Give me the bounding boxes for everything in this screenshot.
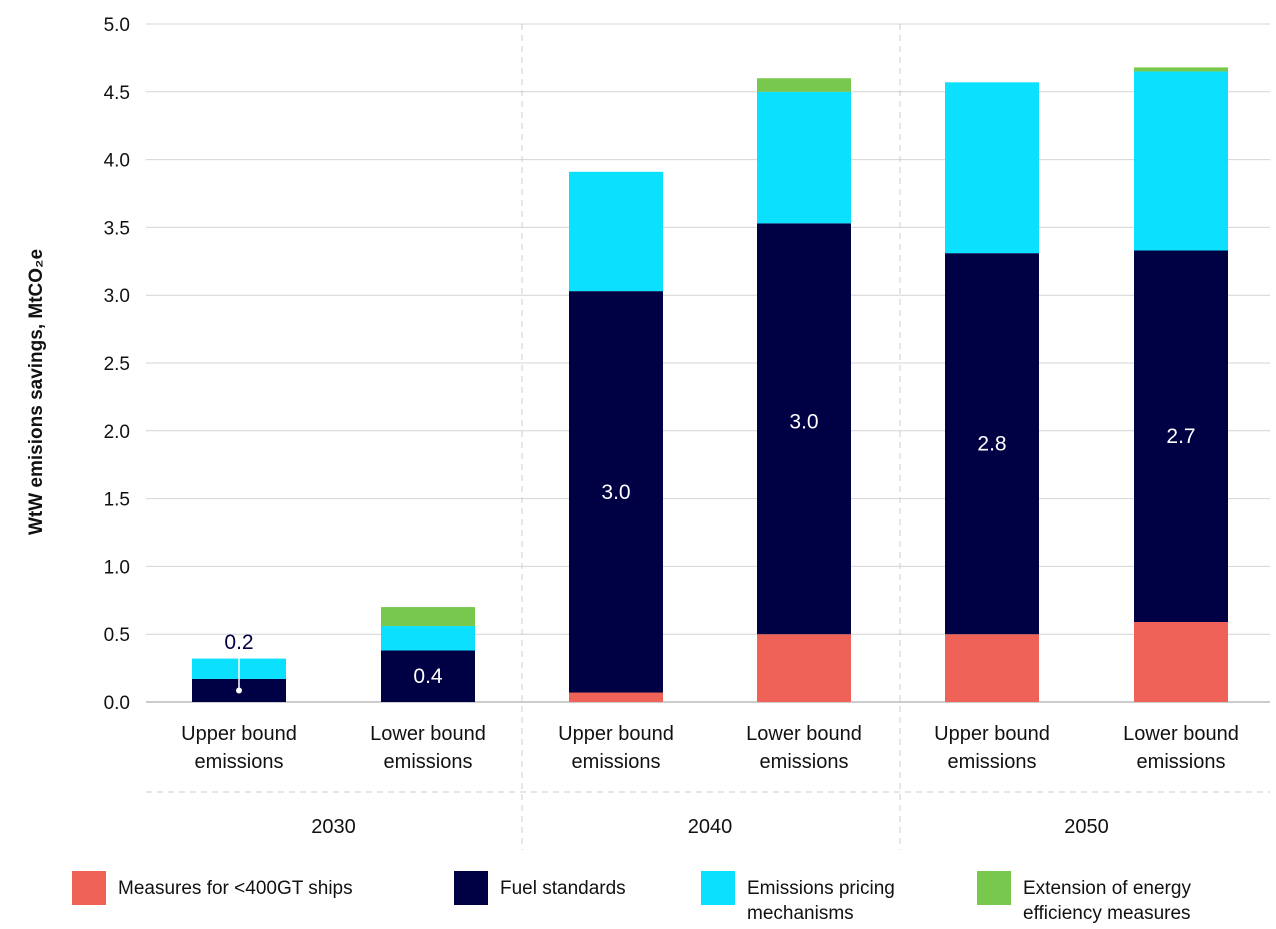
- x-group-label: 2030: [311, 816, 356, 838]
- data-label: 3.0: [601, 481, 630, 504]
- bar-segment: [945, 82, 1039, 254]
- legend-swatch: [454, 871, 488, 905]
- y-tick-label: 4.0: [104, 151, 130, 172]
- legend-label: Emissions pricing: [747, 878, 895, 899]
- legend-swatch: [701, 871, 735, 905]
- y-tick-label: 2.5: [104, 354, 130, 375]
- data-label: 2.7: [1166, 425, 1195, 448]
- legend-swatch: [72, 871, 106, 905]
- x-category-label: Upper bound: [934, 723, 1050, 745]
- y-tick-label: 3.0: [104, 286, 130, 307]
- x-category-label: emissions: [195, 751, 284, 773]
- x-category-label: emissions: [1137, 751, 1226, 773]
- x-category-label: Upper bound: [558, 723, 674, 745]
- bar-segment: [945, 253, 1039, 635]
- data-label: 3.0: [789, 410, 818, 433]
- data-labels: 0.2 0.4 3.0 3.0 2.8 2.7: [224, 410, 1196, 694]
- bar-segment: [381, 626, 475, 651]
- bar-segment: [1134, 621, 1228, 702]
- y-tick-label: 3.5: [104, 218, 130, 239]
- x-category-label: emissions: [572, 751, 661, 773]
- y-tick-label: 0.5: [104, 625, 130, 646]
- y-tick-label: 2.0: [104, 422, 130, 443]
- x-axis-categories: Upper bound emissions Lower bound emissions…: [181, 723, 1239, 773]
- x-category-label: emissions: [948, 751, 1037, 773]
- bar-segment: [569, 291, 663, 693]
- bar-segment: [945, 634, 1039, 702]
- bar-segment: [381, 650, 475, 702]
- x-category-label: Upper bound: [181, 723, 297, 745]
- bar-segment: [757, 78, 851, 92]
- label-leader-dot: [236, 687, 242, 694]
- y-tick-label: 1.5: [104, 490, 130, 511]
- x-category-label: emissions: [384, 751, 473, 773]
- y-axis-ticks: 0.0 0.5 1.0 1.5 2.0 2.5 3.0 3.5 4.0 4.5 5.0: [104, 15, 130, 714]
- bar-segment: [381, 607, 475, 627]
- data-label: 0.2: [224, 631, 253, 654]
- x-category-label: Lower bound: [1123, 723, 1239, 745]
- legend-label: Fuel standards: [500, 878, 626, 899]
- bar-segment: [757, 223, 851, 635]
- x-axis-groups: 2030 2040 2050: [311, 816, 1109, 838]
- bar-segment: [569, 171, 663, 292]
- bar-segment: [1134, 250, 1228, 622]
- x-category-label: Lower bound: [370, 723, 486, 745]
- legend-swatch: [977, 871, 1011, 905]
- x-category-label: Lower bound: [746, 723, 862, 745]
- y-tick-label: 0.0: [104, 693, 130, 714]
- bar-stacks: [192, 67, 1228, 702]
- legend-label: mechanisms: [747, 903, 854, 924]
- legend-label: Extension of energy: [1023, 878, 1191, 899]
- y-tick-label: 1.0: [104, 557, 130, 578]
- data-label: 0.4: [413, 665, 443, 688]
- group-separators: [146, 24, 1270, 850]
- bar-segment: [757, 91, 851, 224]
- bar-segment: [1134, 71, 1228, 251]
- data-label: 2.8: [977, 433, 1006, 456]
- bar-segment: [757, 634, 851, 702]
- grid-lines: [146, 23, 1270, 703]
- x-category-label: emissions: [760, 751, 849, 773]
- y-tick-label: 4.5: [104, 83, 130, 104]
- bar-segment: [569, 692, 663, 702]
- legend-label: efficiency measures: [1023, 903, 1191, 924]
- x-group-label: 2050: [1064, 816, 1109, 838]
- legend-label: Measures for <400GT ships: [118, 878, 353, 899]
- x-group-label: 2040: [688, 816, 733, 838]
- y-tick-label: 5.0: [104, 15, 130, 36]
- legend: Measures for <400GT ships Fuel standards E…: [72, 871, 1191, 924]
- bar-segment: [1134, 67, 1228, 72]
- y-axis-label: WtW emisions savings, MtCO₂e: [26, 249, 47, 535]
